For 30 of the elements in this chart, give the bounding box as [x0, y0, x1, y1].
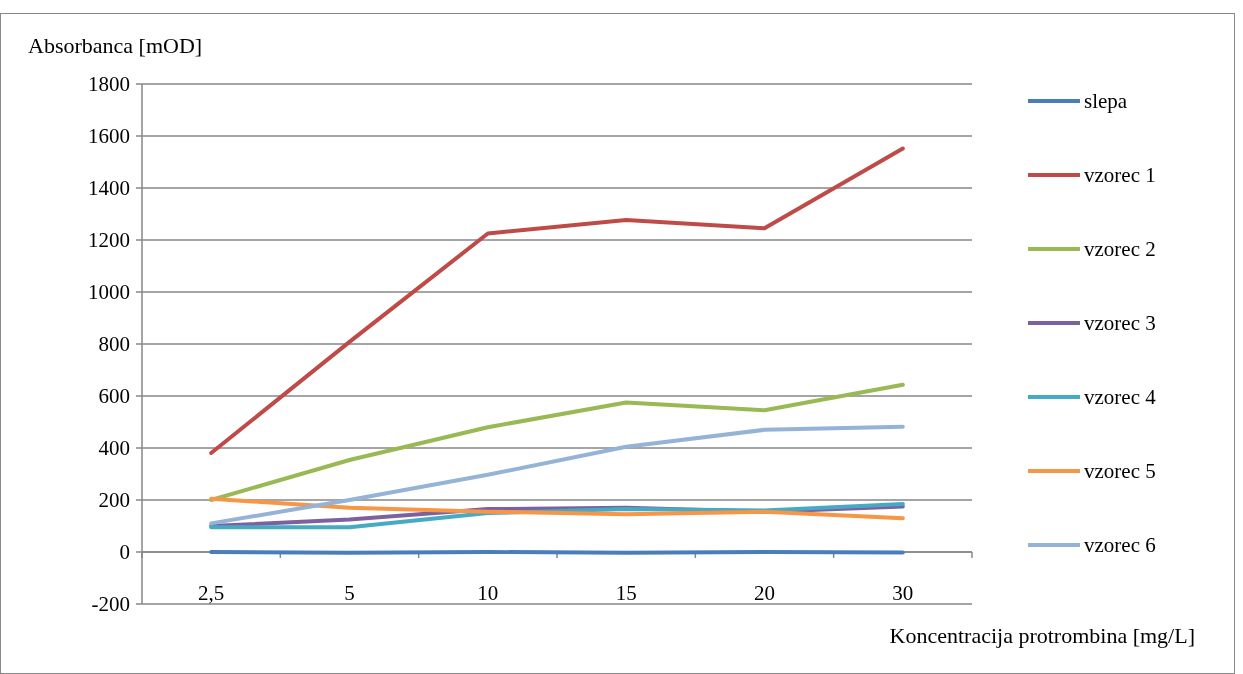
y-axis-title: Absorbanca [mOD] — [28, 33, 203, 58]
legend-label: vzorec 5 — [1084, 459, 1156, 484]
x-tick-label: 20 — [754, 581, 775, 605]
y-tick-label: 1800 — [88, 72, 130, 97]
y-tick-label: 1000 — [88, 280, 130, 305]
y-tick-label: 200 — [98, 488, 130, 513]
y-tick-label: 1200 — [88, 228, 130, 253]
y-tick-label: -200 — [91, 592, 130, 617]
legend-label: slepa — [1084, 89, 1128, 114]
x-axis-title: Koncentracija protrombina [mg/L] — [889, 623, 1195, 648]
x-tick-label: 30 — [892, 581, 914, 605]
line-series — [209, 496, 905, 521]
legend-label: vzorec 4 — [1084, 385, 1157, 410]
y-tick-label: 1600 — [88, 124, 130, 149]
y-tick-label: 1400 — [88, 176, 130, 201]
x-tick-label: 10 — [477, 581, 499, 605]
line-series — [209, 424, 905, 526]
y-tick-label: 400 — [98, 436, 130, 461]
line-series — [209, 146, 905, 455]
line-series — [209, 382, 905, 502]
y-tick-label: 800 — [98, 332, 130, 357]
legend-label: vzorec 1 — [1084, 163, 1156, 188]
legend-label: vzorec 3 — [1084, 311, 1156, 336]
x-tick-label: 5 — [344, 581, 355, 605]
x-tick-label: 15 — [615, 581, 637, 605]
x-tick-label: 2,5 — [198, 581, 225, 605]
y-tick-label: 600 — [98, 384, 130, 409]
legend-label: vzorec 2 — [1084, 237, 1156, 262]
y-tick-label: 0 — [119, 540, 130, 565]
legend-label: vzorec 6 — [1084, 533, 1156, 558]
